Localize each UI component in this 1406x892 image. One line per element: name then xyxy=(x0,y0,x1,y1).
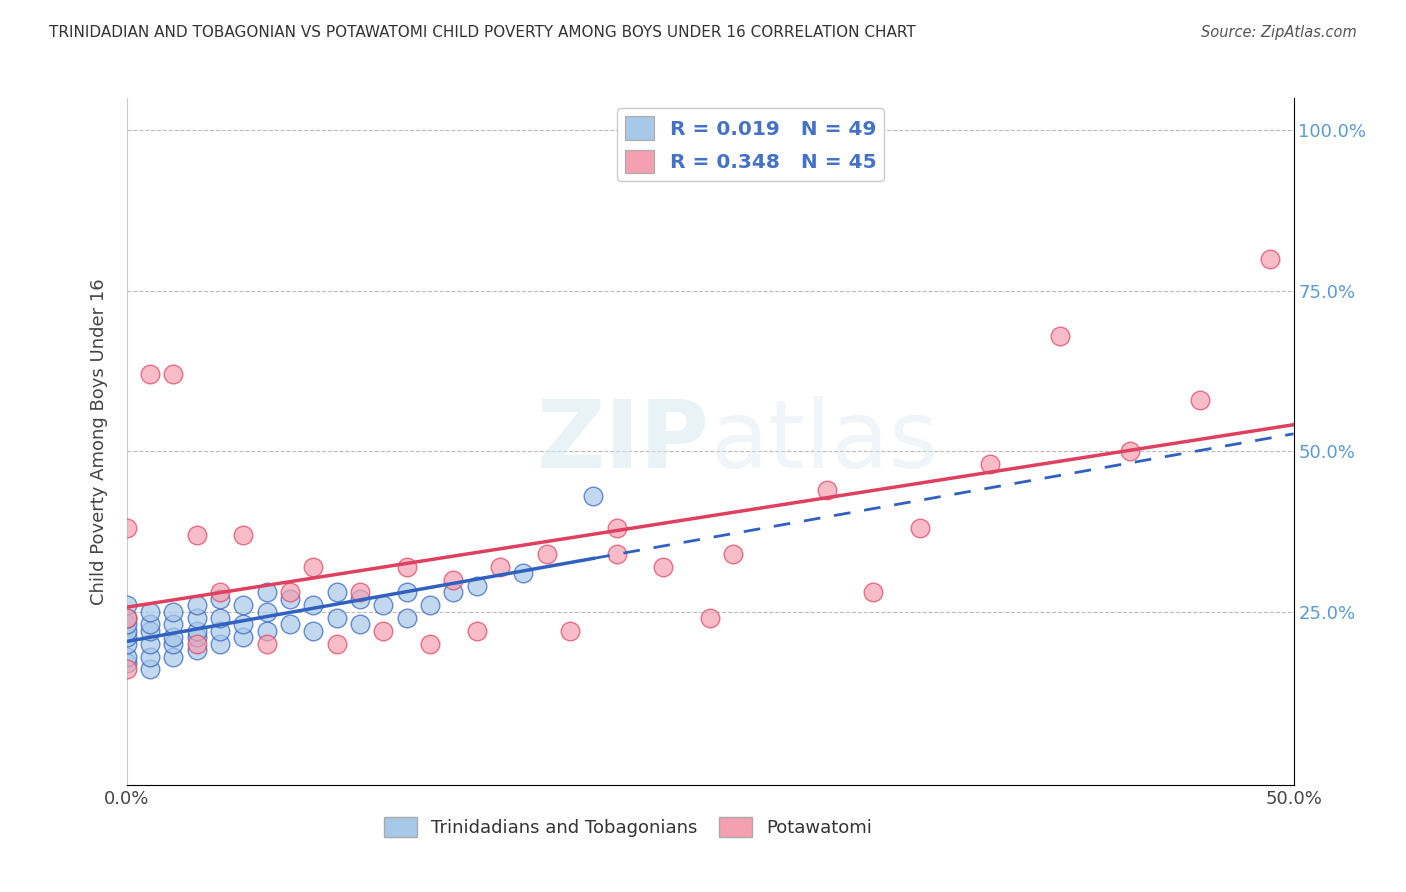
Point xyxy=(395,611,418,625)
Point xyxy=(208,585,231,599)
Point xyxy=(162,630,184,644)
Point xyxy=(1049,328,1071,343)
Point xyxy=(115,656,138,670)
Point xyxy=(723,547,745,561)
Point xyxy=(908,521,931,535)
Point xyxy=(139,617,162,632)
Point xyxy=(256,624,278,638)
Point xyxy=(419,599,441,613)
Point xyxy=(115,599,138,613)
Point xyxy=(115,624,138,638)
Point xyxy=(186,611,208,625)
Point xyxy=(256,585,278,599)
Point xyxy=(325,585,347,599)
Point xyxy=(186,637,208,651)
Point xyxy=(115,611,138,625)
Point xyxy=(278,617,301,632)
Y-axis label: Child Poverty Among Boys Under 16: Child Poverty Among Boys Under 16 xyxy=(90,278,108,605)
Point xyxy=(302,599,325,613)
Point xyxy=(441,573,464,587)
Point xyxy=(139,637,162,651)
Point xyxy=(115,662,138,676)
Point xyxy=(1189,392,1212,407)
Text: TRINIDADIAN AND TOBAGONIAN VS POTAWATOMI CHILD POVERTY AMONG BOYS UNDER 16 CORRE: TRINIDADIAN AND TOBAGONIAN VS POTAWATOMI… xyxy=(49,25,915,40)
Point xyxy=(606,521,628,535)
Point xyxy=(862,585,884,599)
Point xyxy=(208,624,231,638)
Text: Source: ZipAtlas.com: Source: ZipAtlas.com xyxy=(1201,25,1357,40)
Point xyxy=(162,637,184,651)
Point xyxy=(139,605,162,619)
Point xyxy=(232,527,254,541)
Point xyxy=(489,559,512,574)
Point xyxy=(186,624,208,638)
Point xyxy=(232,630,254,644)
Point xyxy=(162,617,184,632)
Point xyxy=(558,624,581,638)
Point xyxy=(652,559,675,574)
Point xyxy=(139,662,162,676)
Point xyxy=(208,591,231,606)
Point xyxy=(162,649,184,664)
Point xyxy=(186,643,208,657)
Point xyxy=(349,585,371,599)
Point xyxy=(186,630,208,644)
Point xyxy=(186,599,208,613)
Point xyxy=(302,624,325,638)
Point xyxy=(582,489,605,503)
Point xyxy=(162,605,184,619)
Point xyxy=(115,617,138,632)
Point xyxy=(139,649,162,664)
Point xyxy=(373,599,395,613)
Point xyxy=(256,637,278,651)
Point xyxy=(139,624,162,638)
Point xyxy=(395,585,418,599)
Point xyxy=(302,559,325,574)
Point xyxy=(1119,444,1142,458)
Point xyxy=(373,624,395,638)
Point xyxy=(465,579,488,593)
Point xyxy=(606,547,628,561)
Legend: Trinidadians and Tobagonians, Potawatomi: Trinidadians and Tobagonians, Potawatomi xyxy=(377,809,880,845)
Point xyxy=(441,585,464,599)
Point xyxy=(232,617,254,632)
Point xyxy=(186,527,208,541)
Point xyxy=(208,611,231,625)
Point xyxy=(815,483,838,497)
Text: atlas: atlas xyxy=(710,395,938,488)
Point xyxy=(325,637,347,651)
Point xyxy=(699,611,721,625)
Point xyxy=(115,649,138,664)
Point xyxy=(325,611,347,625)
Point xyxy=(139,367,162,381)
Point xyxy=(349,617,371,632)
Point xyxy=(115,637,138,651)
Point xyxy=(278,591,301,606)
Point xyxy=(419,637,441,651)
Point xyxy=(208,637,231,651)
Text: ZIP: ZIP xyxy=(537,395,710,488)
Point xyxy=(979,457,1001,471)
Point xyxy=(162,367,184,381)
Point xyxy=(115,611,138,625)
Point xyxy=(395,559,418,574)
Point xyxy=(349,591,371,606)
Point xyxy=(256,605,278,619)
Point xyxy=(465,624,488,638)
Point xyxy=(278,585,301,599)
Point xyxy=(1258,252,1281,266)
Point xyxy=(115,630,138,644)
Point xyxy=(536,547,558,561)
Point xyxy=(512,566,534,581)
Point xyxy=(232,599,254,613)
Point xyxy=(115,521,138,535)
